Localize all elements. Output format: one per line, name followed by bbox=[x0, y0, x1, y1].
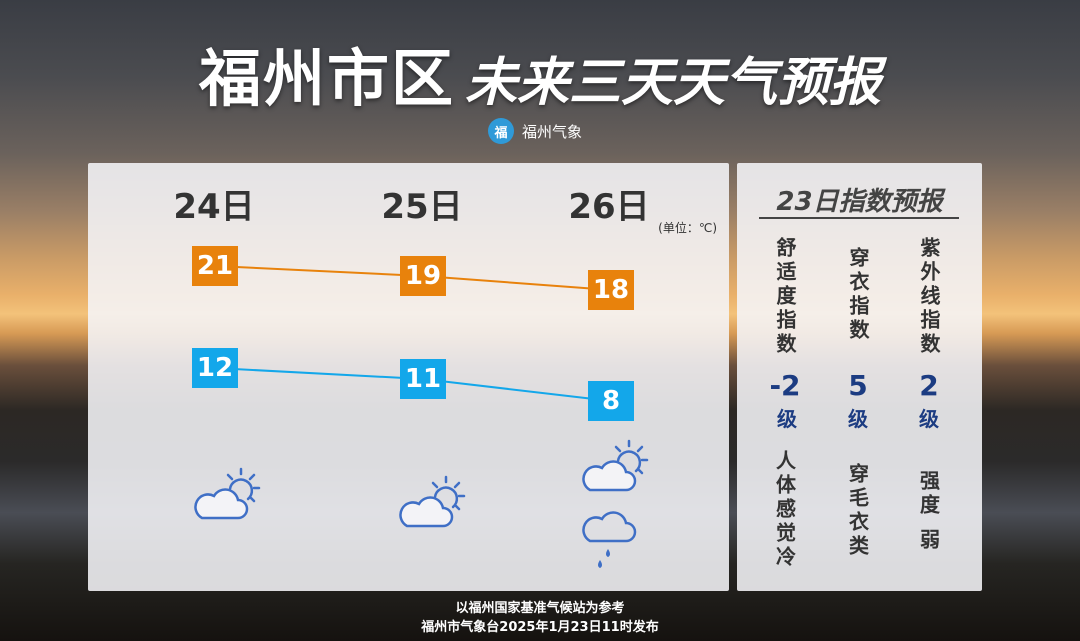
high-temp-box: 21 bbox=[192, 246, 238, 286]
day-label: 26日 bbox=[568, 187, 650, 227]
index-desc: 强度 弱 bbox=[916, 469, 941, 553]
day-label: 25日 bbox=[381, 187, 463, 227]
index-value: -2 bbox=[769, 369, 801, 402]
brand: 福 福州气象 bbox=[488, 118, 582, 144]
uv-desc: 强度 弱 bbox=[909, 461, 949, 561]
uv-index: 紫外线指数 bbox=[909, 225, 949, 369]
index-value: 2 bbox=[919, 369, 939, 402]
high-temp-line bbox=[214, 265, 424, 277]
brand-name: 福州气象 bbox=[522, 122, 583, 141]
partly-cloudy-icon bbox=[399, 475, 466, 528]
index-title-underline bbox=[759, 217, 959, 219]
high-temp-box: 18 bbox=[588, 270, 634, 310]
index-desc: 穿毛衣类 bbox=[845, 463, 870, 559]
comfort-desc: 人体感觉冷 bbox=[765, 449, 805, 571]
dressing-index: 穿衣指数 bbox=[838, 235, 878, 355]
index-title: 23日指数预报 bbox=[776, 187, 943, 217]
index-level: 级 bbox=[919, 407, 939, 431]
unit-label: (单位：℃) bbox=[658, 221, 717, 235]
low-temp-box: 11 bbox=[400, 359, 446, 399]
partly-cloudy-icon bbox=[582, 439, 649, 492]
title-city: 福州市区 bbox=[198, 42, 455, 115]
footer-note: 以福州国家基准气候站为参考 bbox=[455, 601, 625, 616]
low-temp-box: 8 bbox=[588, 381, 634, 421]
dressing-desc: 穿毛衣类 bbox=[838, 461, 878, 561]
index-panel: 23日指数预报 舒适度指数 穿衣指数 紫外线指数 -2 5 2 级 级 级 人体… bbox=[737, 163, 982, 591]
partly-cloudy-icon bbox=[194, 467, 261, 520]
index-level: 级 bbox=[848, 407, 868, 431]
index-desc: 人体感觉冷 bbox=[772, 450, 797, 570]
index-level: 级 bbox=[777, 407, 797, 431]
index-name: 穿衣指数 bbox=[846, 247, 870, 343]
day-label: 24日 bbox=[173, 187, 255, 227]
low-temp-box: 12 bbox=[192, 348, 238, 388]
high-temp-box: 19 bbox=[400, 256, 446, 296]
forecast-panel: 24日 25日 26日 (单位：℃) 21 19 18 12 11 8 bbox=[88, 163, 729, 591]
comfort-index: 舒适度指数 bbox=[765, 225, 805, 369]
low-temp-line bbox=[422, 378, 612, 402]
page-title: 福州市区 未来三天天气预报 bbox=[0, 28, 1080, 118]
low-temp-line bbox=[214, 367, 424, 380]
brand-logo-icon: 福 bbox=[488, 118, 514, 144]
light-rain-icon bbox=[582, 511, 637, 568]
index-name: 紫外线指数 bbox=[917, 237, 941, 357]
title-subtitle: 未来三天天气预报 bbox=[465, 53, 882, 113]
footer-issued: 福州市气象台2025年1月23日11时发布 bbox=[421, 620, 659, 635]
temperature-lines bbox=[214, 265, 612, 402]
index-value: 5 bbox=[848, 369, 868, 402]
index-name: 舒适度指数 bbox=[773, 237, 797, 357]
high-temp-line bbox=[422, 275, 612, 291]
